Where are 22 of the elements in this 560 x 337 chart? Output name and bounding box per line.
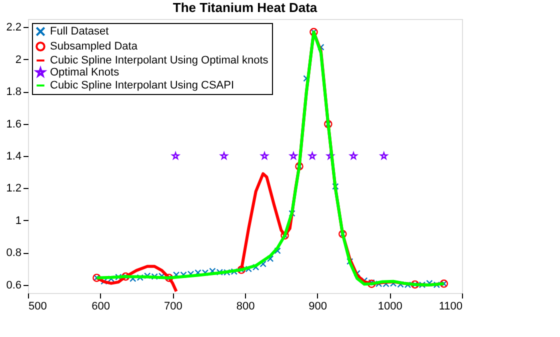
legend-label: Subsampled Data bbox=[50, 40, 138, 52]
y-tick-label: 1 bbox=[15, 214, 22, 227]
y-tick-label: 0.6 bbox=[6, 279, 22, 292]
y-tick-label: 1.4 bbox=[6, 150, 22, 162]
x-tick-label: 1000 bbox=[378, 300, 402, 312]
y-tick-label: 2.2 bbox=[6, 22, 22, 34]
legend-label: Optimal Knots bbox=[50, 66, 120, 78]
x-tick-label: 800 bbox=[236, 300, 255, 312]
y-tick-label: 1.6 bbox=[6, 118, 22, 130]
x-tick-label: 600 bbox=[92, 300, 110, 312]
legend-label: Cubic Spline Interpolant Using CSAPI bbox=[50, 80, 234, 92]
x-tick-label: 1100 bbox=[438, 300, 462, 312]
legend-label: Full Dataset bbox=[50, 26, 109, 38]
x-tick-label: 900 bbox=[308, 300, 328, 312]
y-tick-label: 0.8 bbox=[6, 247, 22, 260]
chart-title: The Titanium Heat Data bbox=[172, 0, 318, 15]
x-tick-label: 500 bbox=[28, 300, 47, 312]
legend-label: Cubic Spline Interpolant Using Optimal knots bbox=[50, 54, 269, 66]
x-tick-label: 700 bbox=[164, 300, 182, 312]
y-tick-label: 1.2 bbox=[6, 182, 22, 195]
y-tick-label: 2 bbox=[15, 54, 22, 66]
y-tick-label: 1.8 bbox=[6, 86, 22, 98]
